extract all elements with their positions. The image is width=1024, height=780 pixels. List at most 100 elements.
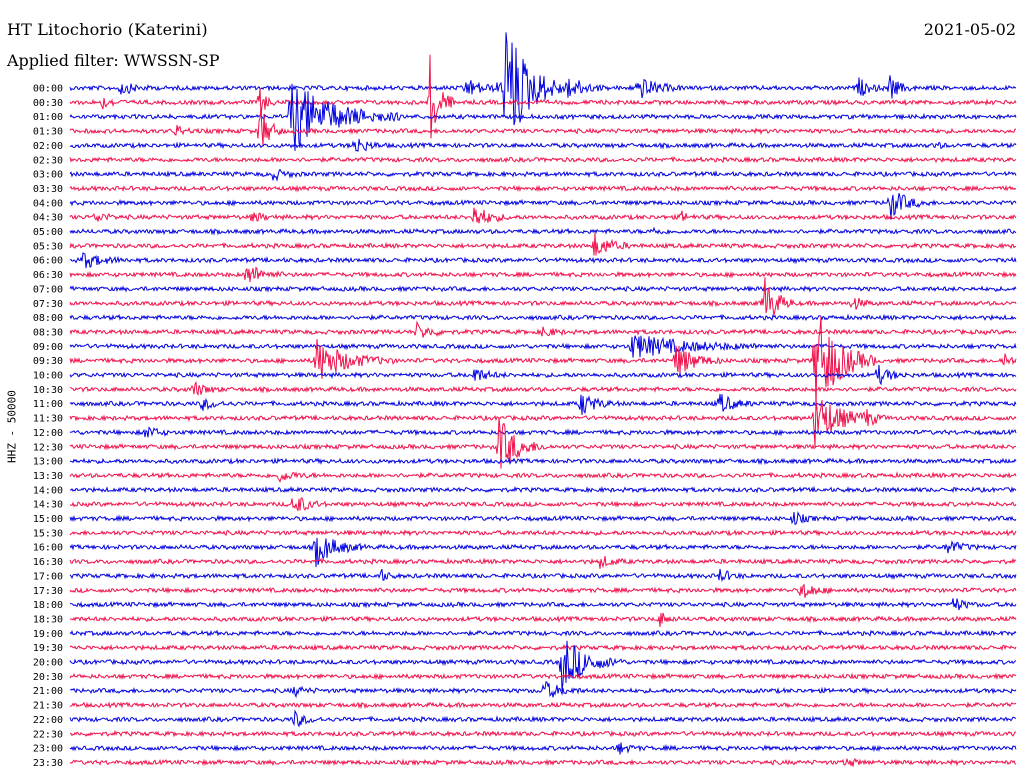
- row-time-label: 18:00: [33, 600, 63, 611]
- row-time-label: 14:00: [33, 485, 63, 496]
- trace-row-0930: [69, 316, 1017, 410]
- row-time-label: 12:30: [33, 442, 63, 453]
- trace-row-0400: [69, 193, 1017, 220]
- trace-row-2000: [69, 640, 1017, 692]
- trace-row-2300: [69, 742, 1017, 755]
- trace-row-0030: [69, 54, 1017, 139]
- trace-row-1430: [69, 497, 1017, 511]
- row-time-label: 16:30: [33, 557, 63, 568]
- trace-row-0800: [69, 313, 1017, 322]
- row-time-label: 07:30: [33, 299, 63, 310]
- row-time-label: 10:30: [33, 385, 63, 396]
- row-time-label: 07:00: [33, 284, 63, 295]
- row-time-label: 09:00: [33, 342, 63, 353]
- trace-row-1930: [69, 643, 1017, 652]
- row-time-label: 13:00: [33, 457, 63, 468]
- trace-row-1330: [69, 471, 1017, 483]
- trace-row-0300: [69, 168, 1017, 182]
- trace-row-0900: [69, 335, 1017, 358]
- trace-row-0330: [69, 184, 1017, 193]
- trace-row-1130: [69, 400, 1017, 447]
- trace-row-0830: [69, 320, 1017, 338]
- row-time-label: 17:00: [33, 571, 63, 582]
- row-time-label: 22:30: [33, 729, 63, 740]
- trace-row-1230: [69, 417, 1017, 469]
- trace-row-2130: [69, 701, 1017, 710]
- filter-label: Applied filter: WWSSN-SP: [7, 51, 220, 70]
- trace-row-1730: [69, 583, 1017, 598]
- row-time-label: 11:00: [33, 399, 63, 410]
- trace-row-1830: [69, 612, 1017, 627]
- trace-row-0530: [69, 232, 1017, 256]
- row-time-label: 08:00: [33, 313, 63, 324]
- trace-row-1100: [69, 394, 1017, 415]
- trace-row-0430: [69, 207, 1017, 224]
- trace-row-0700: [69, 285, 1017, 294]
- row-time-label: 00:00: [33, 84, 63, 95]
- trace-row-2200: [69, 709, 1017, 728]
- row-time-label: 13:30: [33, 471, 63, 482]
- row-time-label: 11:30: [33, 414, 63, 425]
- row-time-label: 05:30: [33, 241, 63, 252]
- trace-row-1200: [69, 426, 1017, 438]
- row-time-label: 17:30: [33, 586, 63, 597]
- row-time-label: 23:30: [33, 758, 63, 769]
- row-time-label: 19:00: [33, 629, 63, 640]
- trace-row-1800: [69, 598, 1017, 611]
- trace-row-1600: [69, 537, 1017, 568]
- row-time-label: 21:30: [33, 701, 63, 712]
- trace-row-0630: [69, 266, 1017, 283]
- row-time-label: 15:30: [33, 528, 63, 539]
- row-time-label: 21:00: [33, 686, 63, 697]
- trace-row-0100: [69, 83, 1017, 151]
- trace-row-2230: [70, 729, 1017, 738]
- trace-row-1000: [69, 364, 1017, 386]
- trace-row-0130: [69, 108, 1017, 146]
- row-time-label: 14:30: [33, 500, 63, 511]
- trace-row-0500: [69, 226, 1017, 236]
- trace-row-1030: [69, 380, 1017, 397]
- row-time-label: 22:00: [33, 715, 63, 726]
- row-time-label: 20:00: [33, 658, 63, 669]
- row-time-label: 08:30: [33, 327, 63, 338]
- trace-row-0600: [69, 252, 1017, 269]
- trace-row-1400: [70, 485, 1017, 494]
- row-time-label: 02:30: [33, 155, 63, 166]
- row-time-label: 00:30: [33, 98, 63, 109]
- trace-row-1300: [69, 457, 1017, 466]
- date-label: 2021-05-02: [923, 20, 1016, 39]
- row-time-label: 01:30: [33, 127, 63, 138]
- trace-row-1700: [69, 568, 1017, 583]
- row-time-label: 06:30: [33, 270, 63, 281]
- row-time-label: 02:00: [33, 141, 63, 152]
- trace-row-0200: [69, 138, 1017, 153]
- row-time-label: 16:00: [33, 543, 63, 554]
- trace-row-2030: [69, 672, 1017, 681]
- row-time-label: 19:30: [33, 643, 63, 654]
- trace-row-1900: [69, 629, 1017, 637]
- row-time-label: 10:00: [33, 371, 63, 382]
- trace-row-1500: [69, 510, 1017, 525]
- trace-row-2100: [69, 681, 1017, 699]
- row-time-label: 03:30: [33, 184, 63, 195]
- row-time-label: 03:00: [33, 170, 63, 181]
- trace-row-0000: [69, 32, 1017, 126]
- row-time-label: 18:30: [33, 614, 63, 625]
- trace-row-1530: [69, 528, 1017, 537]
- row-time-label: 05:00: [33, 227, 63, 238]
- trace-row-1630: [69, 556, 1017, 569]
- row-time-label: 04:30: [33, 213, 63, 224]
- row-time-label: 09:30: [33, 356, 63, 367]
- trace-row-2330: [69, 757, 1017, 767]
- trace-row-0730: [69, 277, 1017, 316]
- row-time-label: 01:00: [33, 112, 63, 123]
- row-time-label: 23:00: [33, 744, 63, 755]
- station-title: HT Litochorio (Katerini): [7, 20, 208, 39]
- row-time-label: 20:30: [33, 672, 63, 683]
- trace-row-0230: [69, 155, 1017, 164]
- row-time-label: 12:00: [33, 428, 63, 439]
- row-time-label: 15:00: [33, 514, 63, 525]
- row-time-label: 06:00: [33, 256, 63, 267]
- row-time-label: 04:00: [33, 198, 63, 209]
